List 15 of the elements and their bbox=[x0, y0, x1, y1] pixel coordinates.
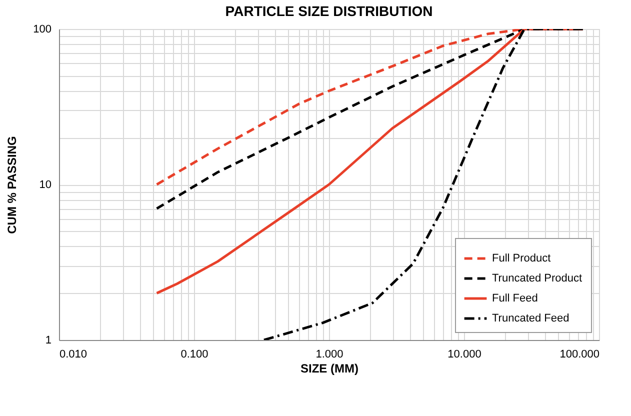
y-axis-title: CUM % PASSING bbox=[5, 136, 20, 234]
x-tick-label: 100.000 bbox=[560, 348, 600, 360]
y-tick-label: 10 bbox=[39, 179, 52, 191]
legend-label: Full Product bbox=[492, 252, 551, 264]
legend-label: Full Feed bbox=[492, 292, 538, 304]
x-tick-label: 10.000 bbox=[448, 348, 482, 360]
chart-title: PARTICLE SIZE DISTRIBUTION bbox=[225, 3, 433, 19]
y-tick-label: 1 bbox=[45, 334, 52, 346]
y-tick-label: 100 bbox=[33, 24, 52, 36]
legend-label: Truncated Feed bbox=[492, 312, 570, 324]
x-tick-label: 0.100 bbox=[180, 348, 208, 360]
x-tick-label: 1.000 bbox=[316, 348, 344, 360]
legend-label: Truncated Product bbox=[492, 272, 582, 284]
x-axis-title: SIZE (MM) bbox=[300, 362, 358, 376]
x-tick-label: 0.010 bbox=[60, 348, 88, 360]
